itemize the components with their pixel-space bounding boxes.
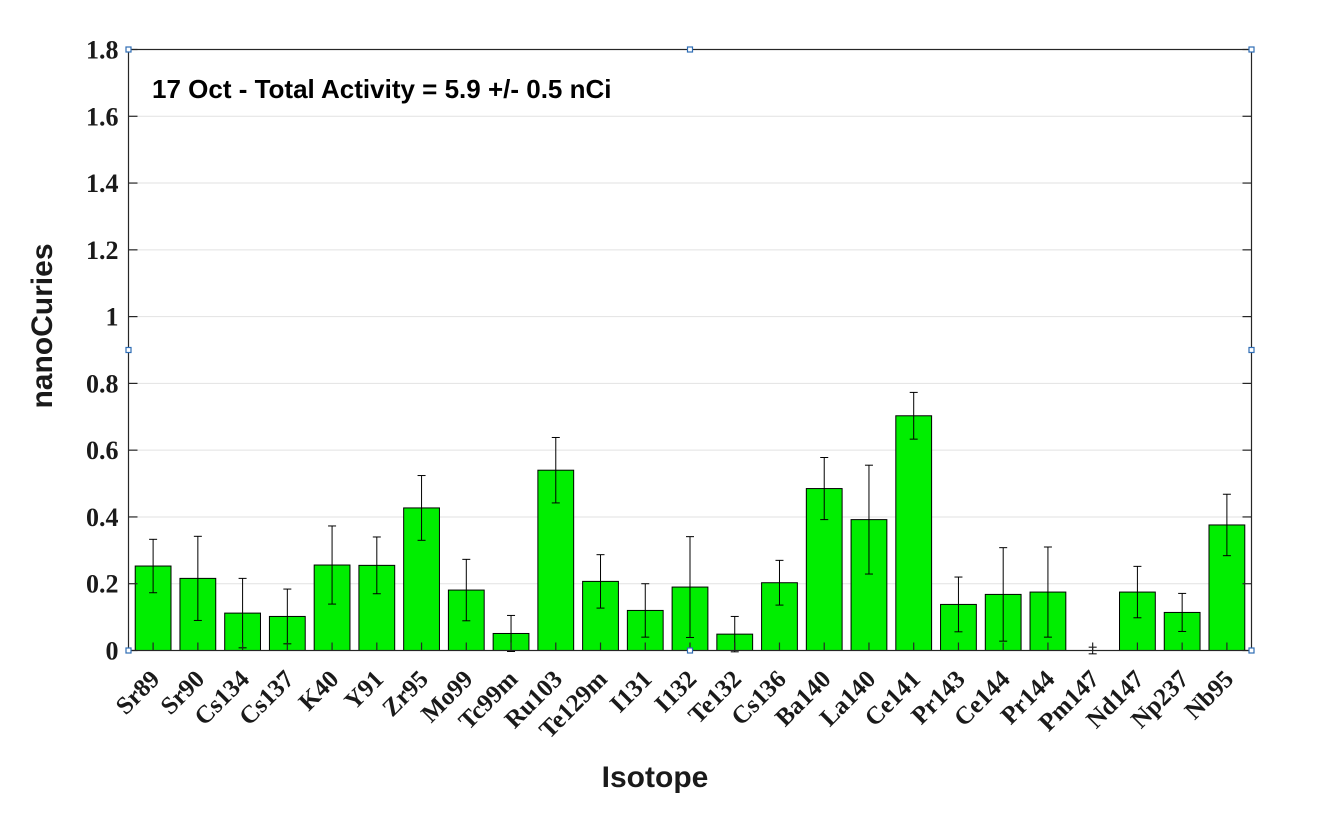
error-bar-mo99 xyxy=(462,558,471,622)
x-tick-label: K40 xyxy=(294,666,345,717)
x-tick-label: I131 xyxy=(605,666,657,718)
gridlines xyxy=(128,115,1252,585)
y-tick-label: 1 xyxy=(106,303,119,332)
resize-handle[interactable] xyxy=(125,647,132,654)
y-tick-label: 1.4 xyxy=(86,169,119,198)
error-bar-i132 xyxy=(686,536,694,638)
error-bar-nd147 xyxy=(1133,565,1142,619)
error-bar-np237 xyxy=(1178,592,1187,632)
error-bar-sr89 xyxy=(149,538,158,594)
error-bar-ba140 xyxy=(820,457,829,521)
resize-handle[interactable] xyxy=(1248,46,1255,53)
error-bar-i131 xyxy=(641,583,650,638)
resize-handle[interactable] xyxy=(125,46,132,53)
error-bar-pr144 xyxy=(1043,546,1052,638)
y-tick-label: 1.6 xyxy=(86,102,119,131)
error-bar-k40 xyxy=(328,525,337,605)
y-tick-label: 0.4 xyxy=(86,503,119,532)
x-tick-label: Sr89 xyxy=(111,666,165,720)
error-bar-te129m xyxy=(596,554,605,609)
error-bar-ce141 xyxy=(909,391,918,440)
x-axis-title: Isotope xyxy=(602,761,709,794)
selection-handles[interactable] xyxy=(125,46,1255,654)
y-tick-label: 0.2 xyxy=(86,570,119,599)
y-tick-label: 1.8 xyxy=(86,36,119,65)
error-bar-ru103 xyxy=(551,436,560,504)
error-bar-cs136 xyxy=(775,559,784,606)
chart-annotation: 17 Oct - Total Activity = 5.9 +/- 0.5 nC… xyxy=(152,74,611,104)
y-tick-label: 0 xyxy=(106,637,119,666)
x-axis-ticks: Sr89Sr90Cs134Cs137K40Y91Zr95Mo99Tc99mRu1… xyxy=(111,642,1239,744)
resize-handle[interactable] xyxy=(686,46,694,53)
y-tick-label: 0.6 xyxy=(86,436,119,465)
y-tick-label: 1.2 xyxy=(86,236,119,265)
resize-handle[interactable] xyxy=(125,346,132,354)
error-bar-pr143 xyxy=(954,576,963,633)
x-tick-label: Nb95 xyxy=(1180,666,1239,725)
resize-handle[interactable] xyxy=(1248,346,1255,354)
error-bar-ce144 xyxy=(999,547,1008,642)
error-bar-sr90 xyxy=(193,535,202,621)
error-bar-nb95 xyxy=(1222,493,1231,557)
y-tick-label: 0.8 xyxy=(86,369,119,398)
resize-handle[interactable] xyxy=(686,647,694,654)
error-bar-la140 xyxy=(864,464,873,575)
resize-handle[interactable] xyxy=(1248,647,1255,654)
bar-ce141 xyxy=(895,415,933,652)
error-bar-zr95 xyxy=(417,475,426,541)
error-bar-y91 xyxy=(372,536,381,595)
y-axis-title: nanoCuries xyxy=(26,243,59,408)
error-bars xyxy=(149,391,1231,655)
y-axis-ticks: 0 0.2 0.4 0.6 0.8 1 1.2 1.4 1.6 1.8 xyxy=(86,36,1252,666)
